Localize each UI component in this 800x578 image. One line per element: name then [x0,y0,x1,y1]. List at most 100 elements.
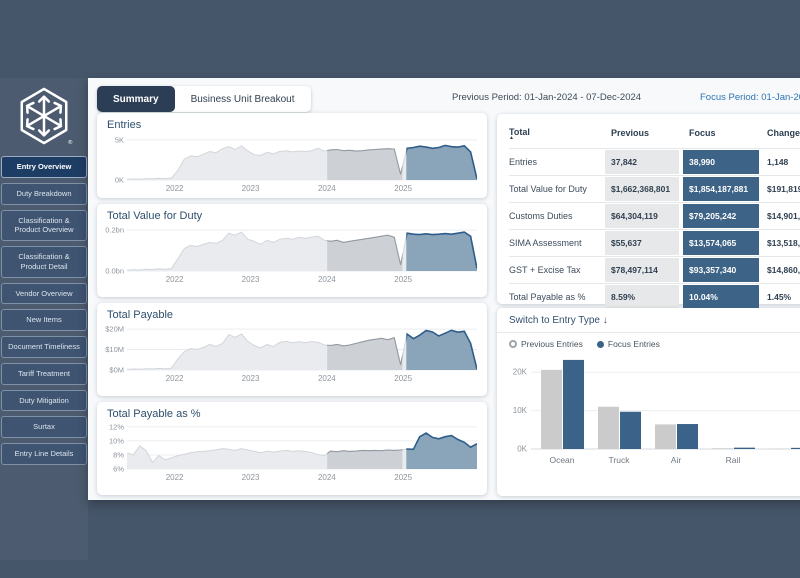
legend-marker-icon [596,340,604,348]
legend-item-focus-entries[interactable]: Focus Entries [596,339,660,349]
svg-text:0.2bn: 0.2bn [105,226,124,235]
legend-item-previous-entries[interactable]: Previous Entries [509,339,583,349]
chart-title: Total Payable [107,309,174,321]
table-row-total-value-for-duty: Total Value for Duty $1,662,368,801 $1,854… [509,175,800,202]
change-value: $191,819,080 [767,184,800,194]
svg-text:0K: 0K [517,445,527,454]
table-header-change[interactable]: Change [767,128,800,138]
table-row-customs-duties: Customs Duties $64,304,119 $79,205,242 $14,… [509,202,800,229]
bar-previous-Air[interactable] [655,424,676,449]
legend-label: Previous Entries [521,339,583,349]
table-header-focus[interactable]: Focus [689,128,716,138]
sidebar-item-surtax[interactable]: Surtax [1,416,87,438]
sidebar-item-classification-product-overview[interactable]: Classification & Product Overview [1,209,87,241]
sidebar-item-document-timeliness[interactable]: Document Timeliness [1,336,87,358]
bar-focus-Ocean[interactable] [563,359,584,449]
comparison-table-card: Total ▲ Previous Focus Change Entries 37,842 38… [497,114,800,310]
svg-text:2022: 2022 [166,184,184,193]
bar-focus-other[interactable] [791,447,800,449]
area-previous-period[interactable] [127,433,477,469]
area-focus-period[interactable] [127,145,477,180]
focus-period-label: Focus Period: 01-Jan-2025 - 04 [700,92,800,103]
svg-text:2022: 2022 [166,275,184,284]
svg-text:2025: 2025 [394,184,412,193]
chart-title: Entries [107,119,142,131]
area-chart: 0K 5K 2022 2023 2024 2025 [115,135,478,193]
bar-category-label: Ocean [549,455,574,465]
tab-strip: Summary Business Unit Breakout [97,86,311,112]
tab-business-unit-breakout[interactable]: Business Unit Breakout [190,93,295,105]
bar-focus-Truck[interactable] [620,411,641,449]
svg-text:2023: 2023 [242,275,260,284]
bar-previous-Ocean[interactable] [541,369,562,449]
area-focus-period[interactable] [127,433,477,469]
svg-text:2023: 2023 [242,184,260,193]
svg-text:2023: 2023 [242,473,260,482]
sidebar-item-new-items[interactable]: New Items [1,309,87,331]
area-chart: 6% 8% 10% 12% 2022 2023 2024 2025 [109,422,478,482]
svg-text:2024: 2024 [318,275,336,284]
table-row-entries: Entries 37,842 38,990 1,148 [509,148,800,175]
svg-text:0.0bn: 0.0bn [105,267,124,276]
trend-card-total-payable-as-: Total Payable as % 6% 8% 10% 12% 2022 2023 2024… [97,402,487,495]
svg-text:2023: 2023 [242,374,260,383]
bar-focus-Rail[interactable] [734,447,755,449]
table-header-total[interactable]: Total ▲ [509,126,530,141]
table-row-gst-excise-tax: GST + Excise Tax $78,497,114 $93,357,340 $1… [509,256,800,283]
trend-card-entries: Entries 0K 5K 2022 2023 2024 2025 [97,113,487,198]
sidebar-item-duty-breakdown[interactable]: Duty Breakdown [1,182,87,205]
bar-previous-Truck[interactable] [598,406,619,449]
change-value: $13,518,428 [767,238,800,248]
trend-card-total-payable: Total Payable $0M $10M $20M 2022 2023 2024 2025 [97,303,487,396]
svg-text:20K: 20K [513,368,528,377]
row-label: Total Payable as % [509,292,586,302]
trend-charts-column: Entries 0K 5K 2022 2023 2024 2025 Total Value f… [97,113,487,495]
company-logo-icon: ® [20,87,73,146]
sidebar-item-tariff-treatment[interactable]: Tariff Treatment [1,362,87,385]
row-label: Total Value for Duty [509,184,587,194]
focus-value: $1,854,187,881 [683,176,759,202]
entry-type-switch-button[interactable]: Switch to Entry Type ↓ [497,308,800,333]
svg-text:2022: 2022 [166,374,184,383]
table-row-sima-assessment: SIMA Assessment $55,637 $13,574,065 $13,518… [509,229,800,256]
bar-previous-other[interactable] [769,448,790,450]
previous-value: $55,637 [605,230,679,256]
chart-title: Total Payable as % [107,408,201,420]
trend-card-total-value-for-duty: Total Value for Duty 0.0bn 0.2bn 2022 2023 20… [97,204,487,297]
area-previous-period[interactable] [127,145,477,180]
svg-text:2022: 2022 [166,473,184,482]
area-previous-period[interactable] [127,232,477,271]
legend-marker-icon [509,340,517,348]
bar-focus-Air[interactable] [677,424,698,449]
logo-container: ® [0,78,88,156]
sidebar-item-classification-product-detail[interactable]: Classification & Product Detail [1,246,87,278]
legend-label: Focus Entries [607,339,660,349]
bar-legend: Previous Entries Focus Entries [497,333,800,349]
sort-ascending-icon: ▲ [509,134,514,141]
focus-value: 38,990 [683,149,759,175]
focus-value: 10.04% [683,284,759,310]
sidebar-item-duty-mitigation[interactable]: Duty Mitigation [1,389,87,412]
area-focus-period[interactable] [127,330,477,370]
table-header-previous[interactable]: Previous [611,128,650,138]
tab-summary[interactable]: Summary [97,86,175,112]
area-focus-period[interactable] [127,232,477,271]
svg-text:2024: 2024 [318,184,336,193]
svg-text:2024: 2024 [318,374,336,383]
bar-category-label: Rail [726,455,741,465]
sidebar-item-entry-line-details[interactable]: Entry Line Details [1,443,87,465]
svg-text:6%: 6% [113,465,124,474]
previous-value: 37,842 [605,149,679,175]
sidebar-item-entry-overview[interactable]: Entry Overview [1,156,87,178]
svg-text:2025: 2025 [394,473,412,482]
previous-value: $78,497,114 [605,257,679,283]
chart-title: Total Value for Duty [107,210,203,222]
area-chart: 0.0bn 0.2bn 2022 2023 2024 2025 [105,226,478,284]
change-value: $14,860,226 [767,265,800,275]
table-row-total-payable-as-: Total Payable as % 8.59% 10.04% 1.45% [509,283,800,310]
svg-text:$0M: $0M [109,366,124,375]
sidebar-item-vendor-overview[interactable]: Vendor Overview [1,282,87,305]
entry-type-bar-chart: 0K 10K 20K Ocean Truck Air Rail [513,359,800,465]
bar-previous-Rail[interactable] [712,448,733,449]
entry-type-bar-card: Switch to Entry Type ↓ Previous Entries F… [497,308,800,496]
